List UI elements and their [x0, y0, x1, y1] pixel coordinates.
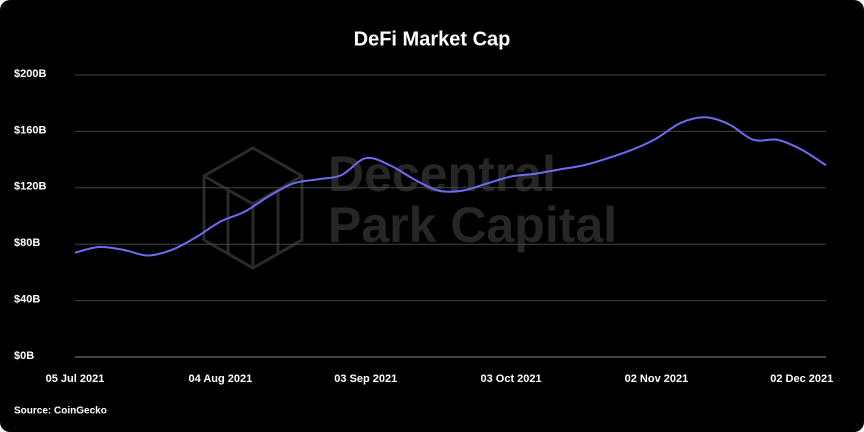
x-tick-label: 02 Nov 2021: [625, 373, 689, 385]
watermark-text: Decentral: [328, 146, 556, 202]
y-tick-label: $80B: [14, 237, 40, 249]
y-tick-label: $40B: [14, 294, 40, 306]
y-tick-label: $160B: [14, 124, 46, 136]
chart-title: DeFi Market Cap: [354, 28, 511, 50]
watermark-text: Park Capital: [328, 197, 617, 253]
y-tick-label: $120B: [14, 181, 46, 193]
line: [74, 116, 827, 257]
source: Source: CoinGecko: [14, 406, 107, 417]
x-tick-label: 03 Sep 2021: [334, 373, 397, 385]
x-tick-label: 05 Jul 2021: [46, 373, 105, 385]
x-tick-label: 02 Dec 2021: [770, 373, 833, 385]
x-tick-label: 03 Oct 2021: [480, 373, 541, 385]
y-tick-label: $0B: [14, 350, 34, 362]
watermark-logo: [202, 146, 304, 270]
y-tick-label: $200B: [14, 68, 46, 80]
x-tick-label: 04 Aug 2021: [188, 373, 252, 385]
